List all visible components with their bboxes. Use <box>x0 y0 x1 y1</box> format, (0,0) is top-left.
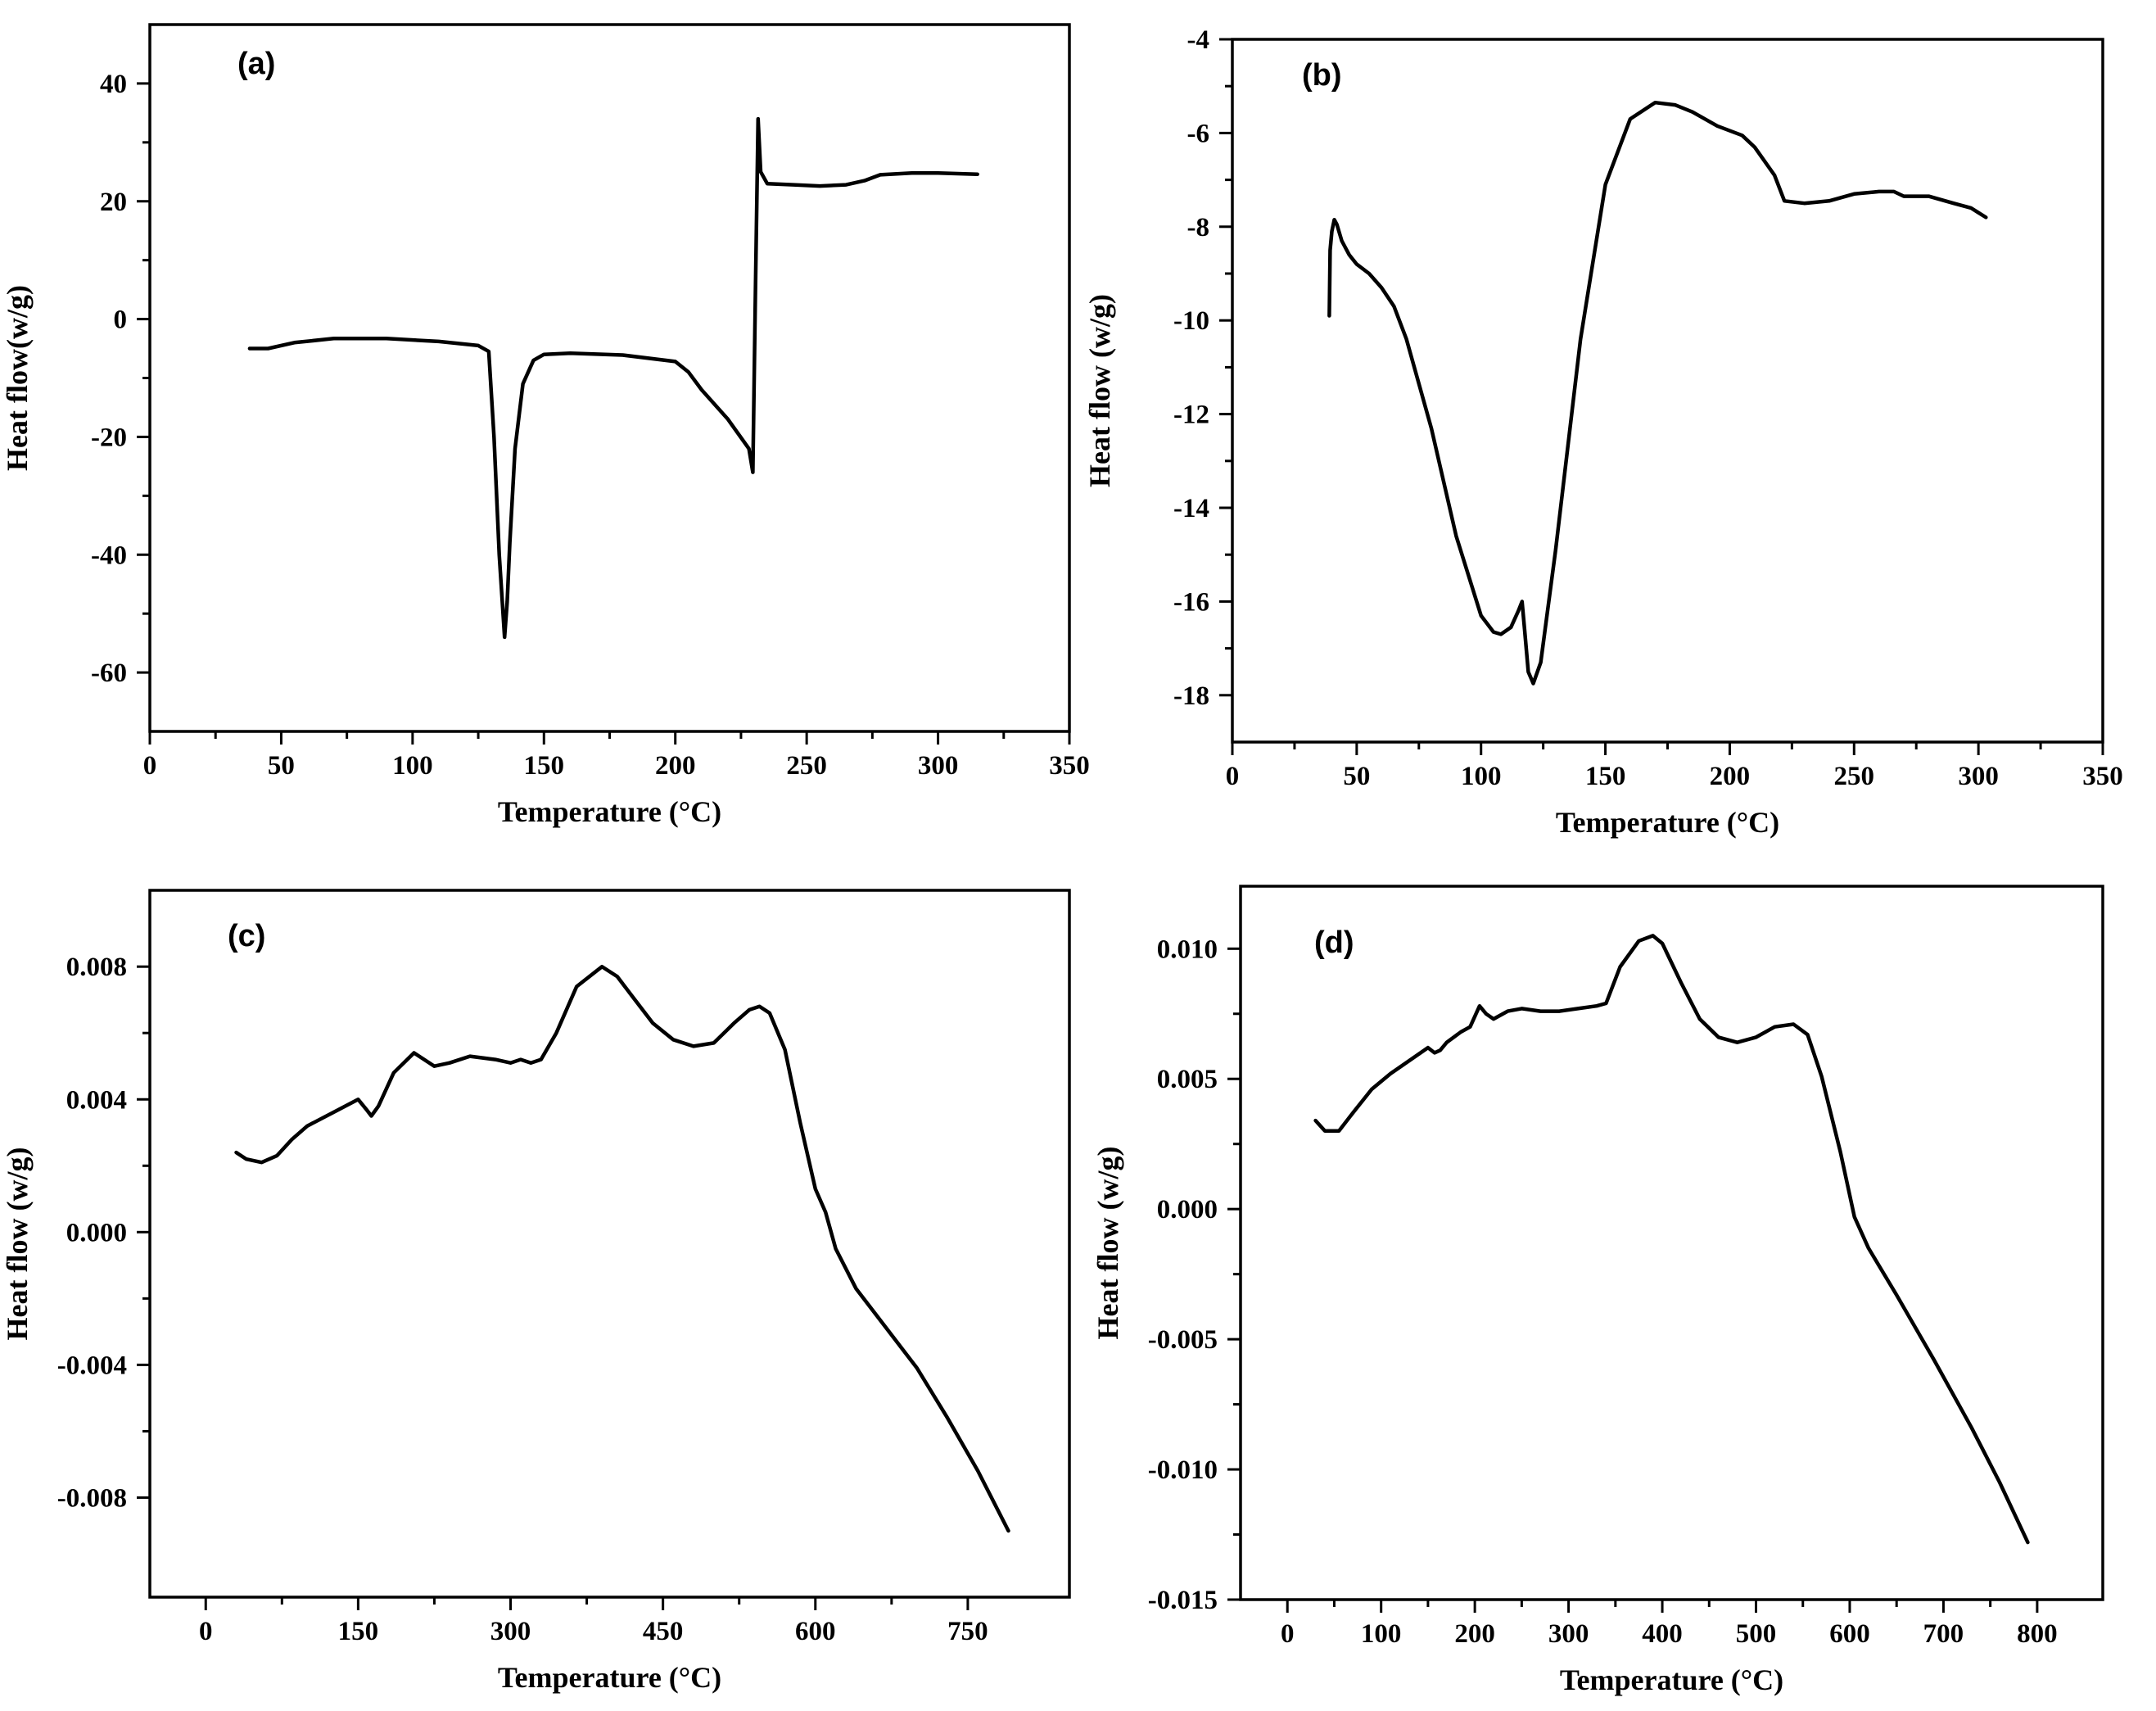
y-tick-label: -6 <box>1187 119 1210 148</box>
x-tick-label: 50 <box>1343 762 1370 791</box>
y-tick-label: -12 <box>1173 401 1209 430</box>
x-tick-label: 0 <box>199 1617 213 1646</box>
plot-frame <box>148 23 1071 733</box>
plot-frame <box>148 889 1071 1599</box>
chart-panel-1: 0 50 100 150 200 250 300 350 -60 -40 -20 0 20 40 Tempe… <box>1 23 1090 828</box>
y-axis-title: Heat flow (w/g) <box>1092 1147 1124 1340</box>
x-axis-title: Temperature (°C) <box>1556 806 1779 839</box>
y-tick-label: -40 <box>91 541 127 570</box>
x-tick-label: 300 <box>490 1617 531 1646</box>
y-axis-title: Heat flow (w/g) <box>1083 294 1116 487</box>
x-tick-label: 50 <box>268 751 295 781</box>
x-tick-label: 800 <box>2017 1619 2058 1649</box>
plot-frame <box>1239 885 2104 1601</box>
x-axis-title: Temperature (°C) <box>498 795 721 828</box>
y-tick-label: 0 <box>114 306 128 335</box>
x-tick-label: 700 <box>1923 1619 1964 1649</box>
y-tick-label: 0.000 <box>66 1218 127 1247</box>
x-tick-label: 0 <box>1226 762 1240 791</box>
x-tick-label: 450 <box>643 1617 684 1646</box>
x-tick-label: 100 <box>1461 762 1502 791</box>
y-tick-label: 0.010 <box>1157 935 1218 964</box>
y-tick-label: -0.004 <box>57 1351 127 1380</box>
series-line-curve-a <box>247 116 979 640</box>
panel-label: (b) <box>1302 58 1342 93</box>
y-tick-label: 40 <box>100 70 127 99</box>
x-tick-label: 150 <box>1585 762 1626 791</box>
y-tick-label: -20 <box>91 423 127 452</box>
y-axis-title: Heat flow (w/g) <box>1 1147 34 1341</box>
y-tick-label: -14 <box>1173 494 1209 523</box>
x-tick-label: 600 <box>795 1617 836 1646</box>
y-tick-label: -8 <box>1187 213 1210 242</box>
x-tick-label: 300 <box>1958 762 1999 791</box>
x-tick-label: 350 <box>1049 751 1090 781</box>
y-tick-label: 20 <box>100 188 127 217</box>
x-tick-label: 0 <box>1281 1619 1295 1649</box>
y-tick-label: -10 <box>1173 306 1209 336</box>
series-line-curve-d <box>1313 934 2030 1545</box>
x-tick-label: 150 <box>524 751 565 781</box>
plot-frame <box>1231 38 2104 744</box>
x-tick-label: 150 <box>338 1617 379 1646</box>
x-tick-label: 250 <box>786 751 827 781</box>
y-tick-label: -60 <box>91 659 127 688</box>
y-tick-label: 0.000 <box>1157 1195 1218 1224</box>
y-tick-label: -0.008 <box>57 1483 127 1513</box>
series-line-curve-b <box>1327 100 1988 686</box>
x-tick-label: 300 <box>1548 1619 1589 1649</box>
y-tick-label: -0.015 <box>1148 1586 1218 1615</box>
x-tick-label: 400 <box>1642 1619 1683 1649</box>
panel-label: (a) <box>237 47 275 81</box>
x-tick-label: 500 <box>1736 1619 1777 1649</box>
x-axis-title: Temperature (°C) <box>498 1661 721 1694</box>
y-tick-label: 0.005 <box>1157 1065 1218 1094</box>
chart-panel-4: 0 100 200 300 400 500 600 700 800 -0.015 -0.010 -0.… <box>1092 885 2104 1696</box>
chart-panel-2: 0 50 100 150 200 250 300 350 -18 -16 -14 -12 -10 -8 -6… <box>1083 25 2123 839</box>
y-tick-label: -0.005 <box>1148 1325 1218 1355</box>
x-tick-label: 100 <box>1361 1619 1402 1649</box>
panel-label: (c) <box>228 919 265 953</box>
x-tick-label: 200 <box>655 751 696 781</box>
chart-panel-3: 0 150 300 450 600 750 -0.008 -0.004 0.000 0.004 0.… <box>1 889 1071 1694</box>
series-line-curve-c <box>234 964 1010 1533</box>
x-tick-label: 250 <box>1834 762 1875 791</box>
x-tick-label: 200 <box>1454 1619 1495 1649</box>
x-tick-label: 0 <box>143 751 157 781</box>
panel-label: (d) <box>1314 926 1354 960</box>
y-tick-label: -18 <box>1173 681 1209 711</box>
y-tick-label: -16 <box>1173 587 1209 617</box>
x-axis-title: Temperature (°C) <box>1560 1663 1783 1696</box>
y-axis-title: Heat flow(w/g) <box>1 285 34 471</box>
x-tick-label: 600 <box>1829 1619 1870 1649</box>
y-tick-label: -4 <box>1187 25 1210 55</box>
y-tick-label: 0.004 <box>66 1085 127 1115</box>
y-tick-label: -0.010 <box>1148 1455 1218 1485</box>
x-tick-label: 350 <box>2082 762 2123 791</box>
x-tick-label: 100 <box>392 751 433 781</box>
x-tick-label: 300 <box>918 751 959 781</box>
x-tick-label: 200 <box>1710 762 1751 791</box>
y-tick-label: 0.008 <box>66 953 127 982</box>
x-tick-label: 750 <box>947 1617 988 1646</box>
